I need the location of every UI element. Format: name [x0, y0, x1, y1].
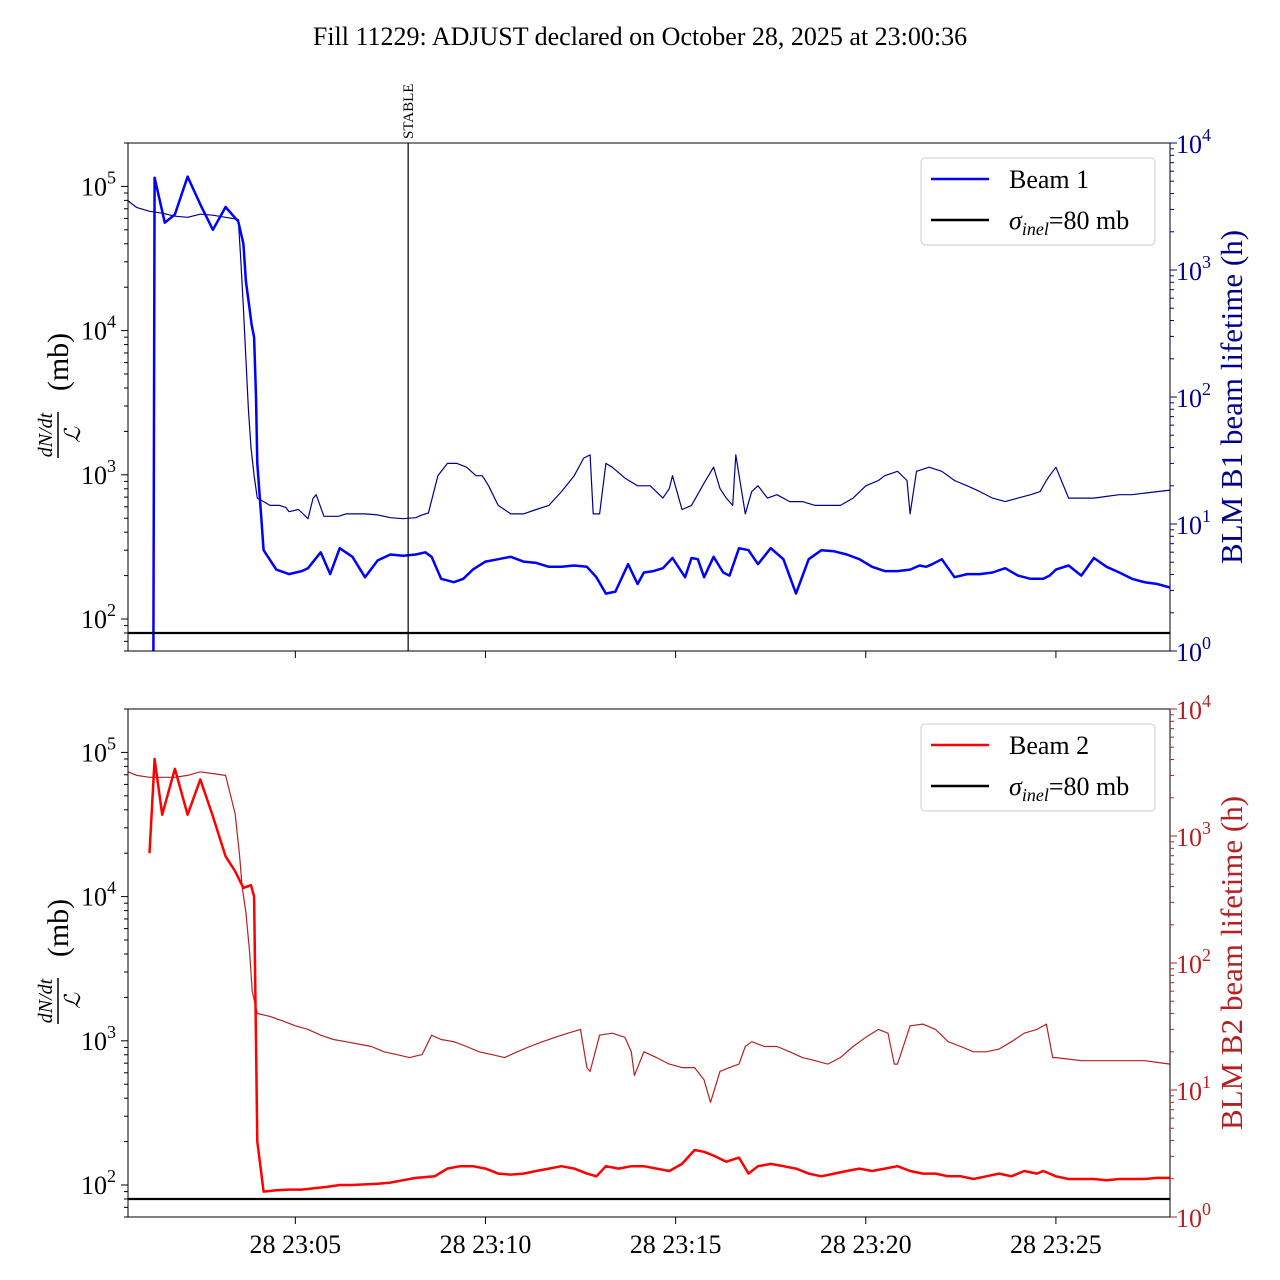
y-right-tick-label: 104: [1176, 125, 1211, 159]
legend-entry: σinel=80 mb: [1009, 772, 1129, 805]
series-line-beam-2: [148, 757, 1170, 1193]
legend-entry: Beam 2: [1009, 731, 1089, 760]
x-tick-label: 28 23:10: [440, 1230, 532, 1259]
y-left-label-unit: (mb): [42, 333, 75, 391]
y-left-label-denominator: ℒ: [60, 992, 85, 1009]
tick-exponent: 0: [1202, 1199, 1211, 1219]
tick-exponent: 1: [1202, 506, 1211, 526]
bottom-panel: 28 23:05 28 23:10 28 23:15 28 23:20 28 23:25…: [35, 691, 1249, 1259]
tick-base: 10: [1176, 823, 1202, 852]
y-left-tick-label: 102: [81, 1166, 116, 1200]
legend-symbol: σ: [1009, 772, 1023, 801]
tick-base: 10: [1176, 638, 1202, 667]
tick-exponent: 5: [107, 733, 116, 753]
x-tick-label: 28 23:05: [249, 1230, 341, 1259]
tick-exponent: 2: [107, 600, 116, 620]
tick-exponent: 4: [107, 312, 116, 332]
y-left-tick-label: 104: [81, 312, 116, 346]
tick-exponent: 1: [1202, 1072, 1211, 1092]
y-left-label: dN/dt ℒ (mb): [35, 899, 85, 1024]
tick-exponent: 4: [107, 878, 116, 898]
tick-base: 10: [1176, 384, 1202, 413]
tick-base: 10: [1176, 950, 1202, 979]
tick-exponent: 2: [1202, 945, 1211, 965]
legend-subscript: inel: [1022, 785, 1049, 805]
tick-base: 10: [81, 172, 107, 201]
y-right-tick-label: 102: [1176, 379, 1211, 413]
tick-base: 10: [81, 883, 107, 912]
legend-entry: σinel=80 mb: [1009, 206, 1129, 239]
tick-base: 10: [81, 605, 107, 634]
tick-base: 10: [81, 317, 107, 346]
y-left-tick-label: 103: [81, 1022, 116, 1056]
y-right-tick-label: 102: [1176, 945, 1211, 979]
y-right-tick-label: 103: [1176, 818, 1211, 852]
y-right-label: BLM B2 beam lifetime (h): [1214, 796, 1249, 1130]
y-left-tick-label: 105: [81, 733, 116, 767]
tick-base: 10: [1176, 511, 1202, 540]
tick-exponent: 4: [1202, 691, 1211, 711]
y-right-tick-label: 101: [1176, 506, 1211, 540]
tick-base: 10: [81, 1171, 107, 1200]
stable-label: STABLE: [401, 84, 417, 139]
legend-subscript: inel: [1022, 219, 1049, 239]
tick-exponent: 2: [1202, 379, 1211, 399]
y-left-tick-label: 103: [81, 456, 116, 490]
y-right-tick-label: 100: [1176, 1199, 1211, 1233]
series-line-beam-1: [152, 175, 1170, 651]
plot-area: [128, 175, 1170, 651]
y-left-tick-label: 105: [81, 167, 116, 201]
tick-exponent: 0: [1202, 633, 1211, 653]
tick-base: 10: [1176, 1077, 1202, 1106]
y-right-tick-label: 104: [1176, 691, 1211, 725]
series-line-b1-lifetime: [128, 200, 1170, 520]
y-left-tick-label: 102: [81, 600, 116, 634]
tick-exponent: 3: [1202, 818, 1211, 838]
y-left-label-numerator: dN/dt: [35, 412, 57, 457]
tick-base: 10: [81, 738, 107, 767]
figure-title: Fill 11229: ADJUST declared on October 2…: [313, 22, 967, 51]
legend-text: =80 mb: [1049, 206, 1129, 235]
tick-base: 10: [81, 1027, 107, 1056]
y-left-label-unit: (mb): [42, 899, 75, 957]
tick-exponent: 3: [1202, 252, 1211, 272]
x-tick-label: 28 23:15: [630, 1230, 722, 1259]
y-left-label: dN/dt ℒ (mb): [35, 333, 85, 458]
y-left-tick-label: 104: [81, 878, 116, 912]
x-tick-label: 28 23:20: [820, 1230, 912, 1259]
x-tick-label: 28 23:25: [1010, 1230, 1102, 1259]
tick-exponent: 5: [107, 167, 116, 187]
y-right-label: BLM B1 beam lifetime (h): [1214, 230, 1249, 564]
plot-area: [128, 757, 1170, 1201]
tick-exponent: 2: [107, 1166, 116, 1186]
tick-base: 10: [1176, 1204, 1202, 1233]
y-left-label-denominator: ℒ: [60, 426, 85, 443]
tick-base: 10: [1176, 130, 1202, 159]
y-right-tick-label: 100: [1176, 633, 1211, 667]
tick-exponent: 3: [107, 456, 116, 476]
legend-text: =80 mb: [1049, 772, 1129, 801]
tick-base: 10: [81, 461, 107, 490]
legend-entry: Beam 1: [1009, 165, 1089, 194]
tick-base: 10: [1176, 257, 1202, 286]
tick-base: 10: [1176, 696, 1202, 725]
series-line-b2-lifetime: [128, 771, 1170, 1103]
tick-exponent: 4: [1202, 125, 1211, 145]
y-right-tick-label: 103: [1176, 252, 1211, 286]
y-left-label-numerator: dN/dt: [35, 978, 57, 1023]
tick-exponent: 3: [107, 1022, 116, 1042]
y-right-tick-label: 101: [1176, 1072, 1211, 1106]
legend-symbol: σ: [1009, 206, 1023, 235]
